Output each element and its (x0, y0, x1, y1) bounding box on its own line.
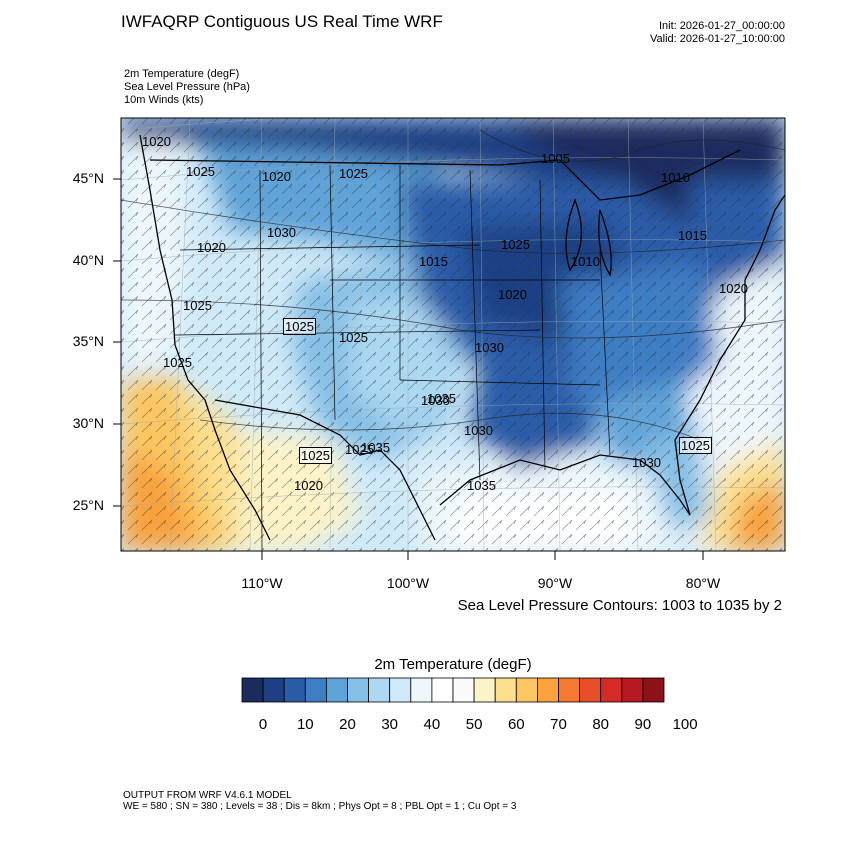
isobar-label: 1020 (498, 287, 527, 302)
colorbar-swatch (600, 677, 623, 703)
isobar-label: 1020 (294, 478, 323, 493)
colorbar-label: 40 (423, 716, 441, 733)
colorbar-label: 80 (592, 716, 610, 733)
colorbar-label: 0 (258, 716, 268, 733)
isobar-label: 1025 (679, 437, 712, 454)
colorbar-swatch (642, 677, 665, 703)
isobar-label: 1025 (339, 330, 368, 345)
colorbar-label: 90 (634, 716, 652, 733)
isobar-label: 1020 (719, 281, 748, 296)
temperature-colorbar (241, 677, 665, 703)
contour-note: Sea Level Pressure Contours: 1003 to 103… (457, 597, 782, 614)
colorbar-label: 70 (550, 716, 567, 733)
colorbar-swatch (389, 677, 412, 703)
isobar-label: 1020 (142, 134, 171, 149)
isobar-label: 1020 (262, 169, 291, 184)
isobar-label: 1025 (501, 237, 530, 252)
colorbar-title: 2m Temperature (degF) (374, 656, 532, 673)
colorbar-swatch (347, 677, 370, 703)
colorbar-label: 10 (296, 716, 314, 733)
field-winds-label: 10m Winds (kts) (124, 94, 204, 106)
isobar-label: 1030 (421, 393, 450, 408)
lon-label-100: 100°W (386, 575, 430, 591)
colorbar-swatch (241, 677, 264, 703)
isobar-label: 1030 (632, 455, 661, 470)
field-pressure-label: Sea Level Pressure (hPa) (124, 81, 250, 93)
isobar-label: 1030 (267, 225, 296, 240)
colorbar-swatch (537, 677, 559, 703)
lon-ticks (261, 551, 704, 560)
isobar-label: 1025 (186, 164, 215, 179)
isobar-label: 1025 (283, 318, 316, 335)
colorbar-label: 60 (507, 716, 525, 733)
colorbar-swatch (515, 677, 538, 703)
colorbar-swatch (325, 677, 348, 703)
lon-label-110: 110°W (241, 575, 283, 591)
colorbar-swatch (283, 677, 306, 703)
lon-label-80: 80°W (685, 575, 721, 591)
colorbar-label: 100 (672, 716, 698, 733)
isobar-label: 1035 (361, 440, 390, 455)
colorbar-swatch (621, 677, 644, 703)
footer-model: OUTPUT FROM WRF V4.6.1 MODEL (123, 790, 292, 801)
isobar-label: 1015 (419, 254, 448, 269)
lat-label-25: 25°N (72, 497, 104, 513)
isobar-label: 1005 (541, 151, 570, 166)
colorbar-swatch (368, 677, 391, 703)
lat-label-45: 45°N (72, 170, 104, 186)
isobar-label: 1030 (464, 423, 493, 438)
colorbar-swatch (410, 677, 433, 703)
colorbar-swatch (473, 677, 496, 703)
isobar-label: 1035 (427, 391, 456, 406)
footer-config: WE = 580 ; SN = 380 ; Levels = 38 ; Dis … (123, 801, 517, 812)
init-time: Init: 2026-01-27_00:00:00 (659, 20, 785, 32)
isobar-label: 1025 (345, 442, 374, 457)
lat-label-35: 35°N (72, 333, 104, 349)
isobar-label: 1025 (339, 166, 368, 181)
colorbar-swatch (452, 677, 475, 703)
colorbar-swatch (558, 677, 581, 703)
valid-time: Valid: 2026-01-27_10:00:00 (650, 33, 785, 45)
isobar-label: 1015 (678, 228, 707, 243)
colorbar-swatch (494, 677, 517, 703)
lon-label-90: 90°W (537, 575, 573, 591)
lat-ticks (113, 178, 121, 507)
colorbar-label: 20 (339, 716, 356, 733)
lat-label-30: 30°N (72, 415, 104, 431)
colorbar-swatch (431, 677, 454, 703)
isobar-label: 1025 (163, 355, 192, 370)
isobar-label: 1010 (661, 170, 690, 185)
map-plot-area (121, 118, 785, 551)
colorbar-swatch (579, 677, 602, 703)
isobar-label: 1030 (475, 340, 504, 355)
isobar-label: 1025 (183, 298, 212, 313)
lat-label-40: 40°N (72, 252, 104, 268)
field-temperature-label: 2m Temperature (degF) (124, 68, 240, 80)
isobar-label: 1020 (197, 240, 226, 255)
isobar-label: 1035 (467, 478, 496, 493)
isobar-label: 1010 (571, 254, 600, 269)
colorbar-swatch (262, 677, 285, 703)
map-title: IWFAQRP Contiguous US Real Time WRF (121, 12, 443, 31)
isobar-label: 1025 (299, 447, 332, 464)
colorbar-label: 50 (465, 716, 483, 733)
colorbar-swatch (304, 677, 327, 703)
colorbar-label: 30 (381, 716, 399, 733)
